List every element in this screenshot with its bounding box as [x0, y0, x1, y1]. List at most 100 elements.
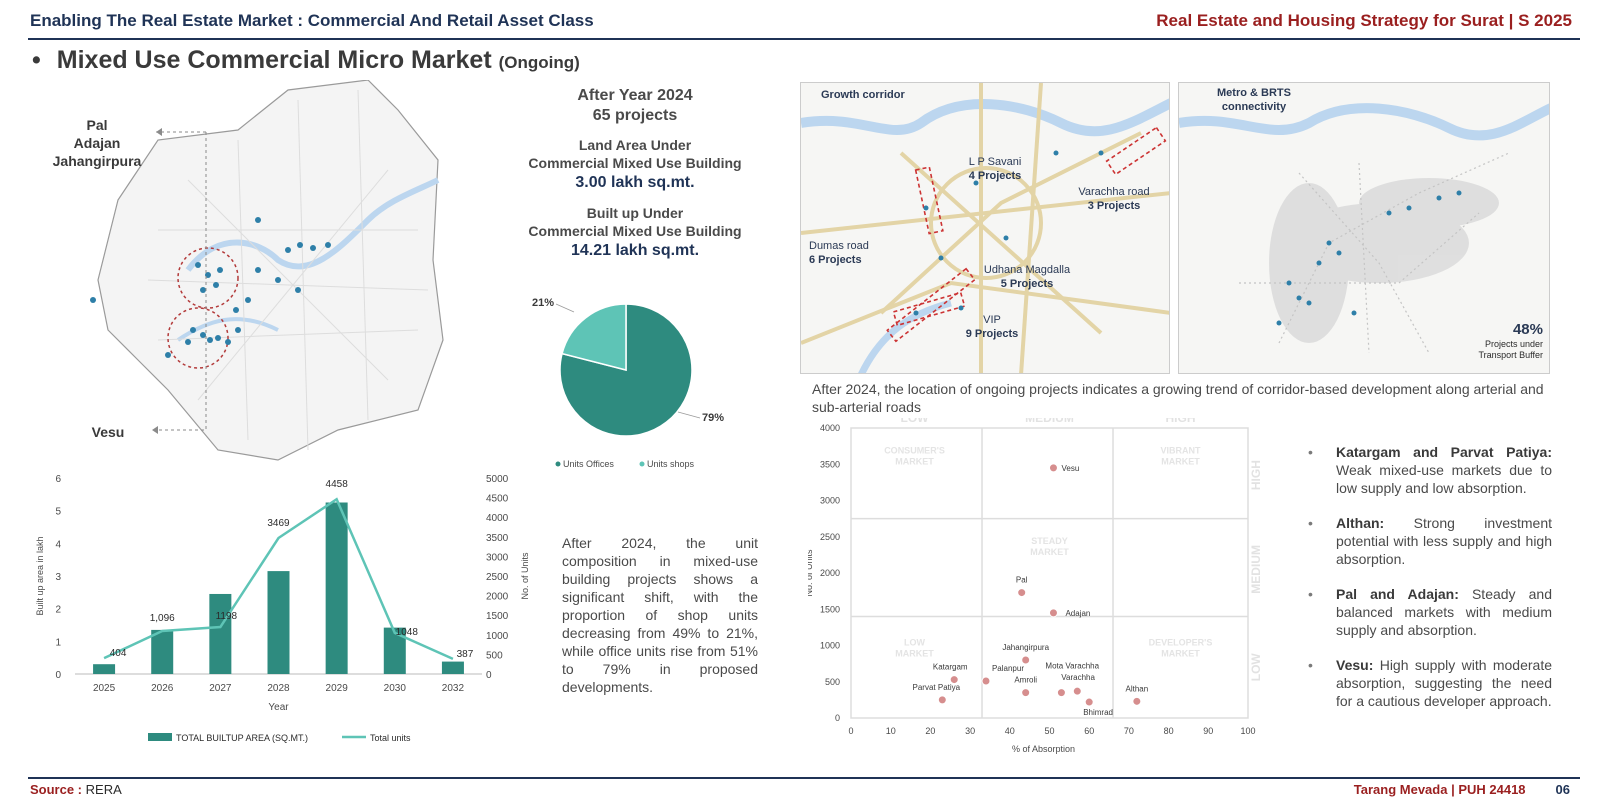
page-header: Enabling The Real Estate Market : Commer…: [0, 0, 1600, 40]
units-data-label: 3469: [267, 518, 290, 529]
scatter-point-mota-varachha: [1056, 688, 1066, 698]
pie-label-offices: 79%: [702, 412, 724, 424]
page-title: • Mixed Use Commercial Micro Market (Ongo…: [32, 46, 580, 75]
map-label-adajan: Adajan: [73, 135, 121, 151]
header-divider: [28, 38, 1580, 40]
bullet-althan-head: Althan:: [1336, 515, 1385, 531]
footer-source-label: Source :: [30, 782, 83, 797]
scatter-quadrant-name: STEADY MARKET: [1030, 536, 1069, 557]
corridor-lp-savani-name: L P Savani: [968, 156, 1022, 168]
scatter-column-header: HIGH: [1166, 418, 1196, 425]
scatter-xlabel: % of Absorption: [1012, 744, 1075, 754]
corridor-varachha-name: Varachha road: [1078, 186, 1150, 198]
bar-y2axis-tick: 3500: [486, 533, 509, 544]
title-sub: (Ongoing): [498, 53, 580, 72]
corridor-vip-name: VIP: [983, 314, 1001, 326]
scatter-plot-frame: [850, 427, 1249, 719]
scatter-xaxis-tick: 50: [1044, 726, 1054, 736]
corridor-map-graphic: [801, 83, 1169, 373]
scatter-quadrant-name: LOW MARKET: [895, 638, 934, 659]
scatter-yaxis-tick: 4000: [820, 423, 840, 433]
corridor-text: After 2024, the location of ongoing proj…: [812, 381, 1544, 415]
scatter-point-label-varachha: Varachha: [1061, 673, 1095, 682]
scatter-yaxis-tick: 3000: [820, 496, 840, 506]
scatter-yaxis-tick: 3500: [820, 459, 840, 469]
units-data-label: 1,096: [150, 613, 175, 624]
corridor-udhana-name: Udhana Magdalla: [983, 264, 1071, 276]
bar-y2axis-tick: 2000: [486, 592, 509, 603]
scatter-column-header: LOW: [901, 418, 930, 425]
pie-leader-offices: [677, 411, 701, 419]
scatter-yaxis-tick: 1000: [820, 641, 840, 651]
metro-title-1: Metro & BRTS: [1217, 87, 1291, 99]
growth-corridor-map: Growth corridor L P Savani 4 Projects Va…: [800, 82, 1170, 374]
corridor-map-title: Growth corridor: [821, 89, 905, 101]
bar-xaxis-tick: 2026: [151, 683, 174, 694]
bar-y2axis-tick: 4500: [486, 494, 509, 505]
footer-source: Source : RERA: [30, 782, 122, 797]
scatter-point-label-adajan: Adajan: [1065, 609, 1090, 618]
scatter-ylabel: No. of Units: [808, 549, 814, 597]
metro-stat-label-1: Projects under: [1484, 339, 1543, 349]
corridor-varachha: Varachha road 3 Projects: [1063, 185, 1165, 213]
builtup-value: 14.21 lakh sq.mt.: [570, 242, 700, 259]
metro-map-title: Metro & BRTS connectivity: [1199, 86, 1309, 114]
scatter-point-amroli: [1021, 688, 1031, 698]
scatter-point-pal: [1017, 588, 1027, 598]
builtup-bar-2030: [383, 627, 406, 674]
bar-yaxis-tick: 1: [55, 637, 61, 648]
scatter-point-label-katargam: Katargam: [933, 663, 968, 672]
builtup-bar-2025: [93, 664, 116, 674]
bullet-althan: Althan: Strong investment potential with…: [1306, 514, 1552, 568]
units-data-label: 4458: [326, 479, 349, 490]
metro-stat-value: 48%: [1512, 321, 1543, 338]
scatter-column-header: MEDIUM: [1025, 418, 1074, 425]
scatter-row-header: MEDIUM: [1249, 545, 1263, 594]
map-label-jahangirpura: Jahangirpura: [52, 153, 142, 169]
unit-composition-text: After 2024, the unit composition in mixe…: [562, 535, 758, 695]
bar-y2axis-tick: 1000: [486, 631, 509, 642]
bar-y2axis-tick: 5000: [486, 474, 509, 485]
bullet-katargam-body: Weak mixed-use markets due to low supply…: [1336, 462, 1552, 496]
footer-author: Tarang Mevada | PUH 24418 06: [1354, 782, 1570, 797]
bullet-althan-body: Strong investment potential with less su…: [1336, 515, 1552, 567]
title-bullet: •: [32, 46, 41, 74]
units-data-label: 387: [457, 649, 474, 660]
scatter-point-label-bhimrad: Bhimrad: [1083, 708, 1113, 717]
header-left-title: Enabling The Real Estate Market : Commer…: [30, 11, 594, 30]
scatter-xaxis-tick: 70: [1124, 726, 1134, 736]
bar-y2axis-tick: 2500: [486, 572, 509, 583]
corridor-dumas-projects: 6 Projects: [809, 254, 862, 266]
footer-source-value: RERA: [85, 782, 122, 797]
corridor-vip: VIP 9 Projects: [947, 313, 1037, 341]
corridor-vip-projects: 9 Projects: [965, 328, 1019, 340]
scatter-xaxis-tick: 0: [848, 726, 853, 736]
bar-yaxis-tick: 4: [55, 539, 61, 550]
builtup-bar-2026: [151, 629, 174, 674]
bullet-vesu-head: Vesu:: [1336, 657, 1374, 673]
map-label-pal-adajan: Pal Adajan Jahangirpura: [42, 116, 152, 170]
bar-y2label: No. of Units: [520, 552, 530, 600]
scatter-point-label-mota-varachha: Mota Varachha: [1045, 662, 1099, 671]
bar-y2axis-tick: 500: [486, 650, 503, 661]
builtup-bar-2028: [267, 571, 290, 674]
absorption-scatter-chart: LOW MEDIUM HIGH HIGH MEDIUM LOW CONSUMER'S MARK…: [808, 418, 1263, 754]
corridor-varachha-projects: 3 Projects: [1087, 200, 1141, 212]
bar-yaxis-tick: 5: [55, 507, 61, 518]
bullet-vesu: Vesu: High supply with moderate absorpti…: [1306, 656, 1552, 710]
bullet-pal-adajan-head: Pal and Adajan:: [1336, 586, 1459, 602]
scatter-quadrant-name: VIBRANT MARKET: [1161, 445, 1202, 466]
footer-page-number: 06: [1555, 782, 1570, 797]
bar-xaxis-tick: 2032: [442, 683, 465, 694]
metro-transport-stat: 48% Projects under Transport Buffer: [1433, 321, 1543, 361]
land-label-1: Land Area Under: [578, 137, 692, 153]
bullet-pal-adajan-body: Steady and balanced markets with medium …: [1336, 586, 1552, 638]
bullet-katargam: Katargam and Parvat Patiya: Weak mixed-u…: [1306, 443, 1552, 497]
bar-yaxis-tick: 6: [55, 474, 61, 485]
scatter-yaxis-tick: 2500: [820, 532, 840, 542]
scatter-point-label-amroli: Amroli: [1014, 676, 1037, 685]
scatter-point-parvat-patiya: [937, 695, 947, 705]
map-label-pal: Pal: [86, 117, 108, 133]
header-right-title: Real Estate and Housing Strategy for Sur…: [1156, 11, 1572, 30]
scatter-xaxis-tick: 10: [886, 726, 896, 736]
